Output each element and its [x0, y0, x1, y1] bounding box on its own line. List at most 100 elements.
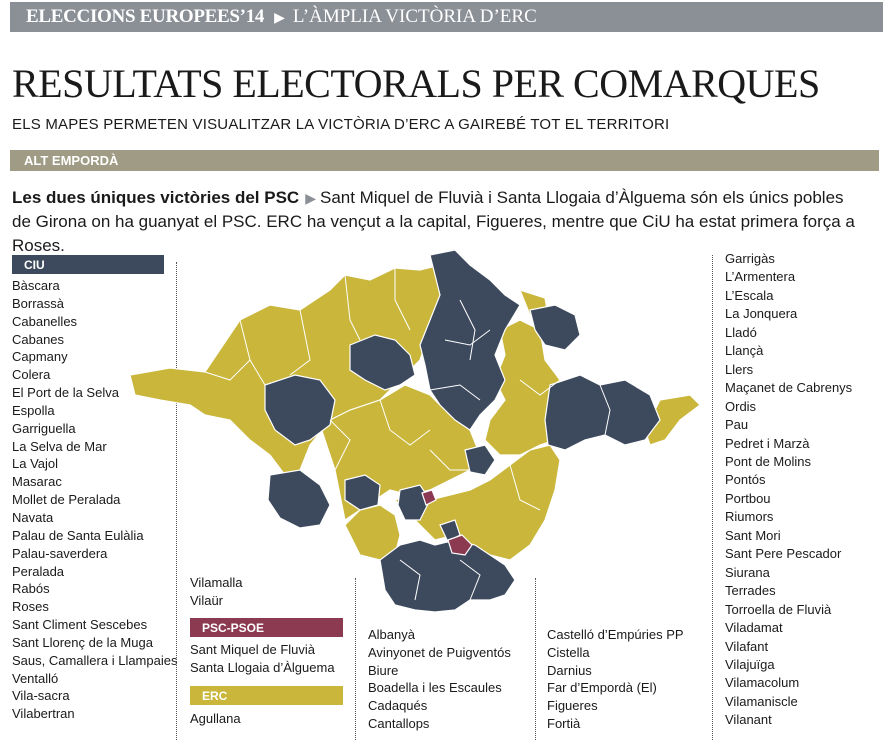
municipality-item: Navata [12, 509, 54, 525]
municipality-item: Torroella de Fluvià [725, 601, 832, 617]
municipality-shape-ciu [439, 519, 461, 543]
municipality-item: Maçanet de Cabrenys [725, 380, 853, 396]
municipality-item: La Jonquera [725, 306, 798, 322]
municipality-boundary [289, 309, 311, 376]
municipality-item: Vilaür [190, 592, 224, 608]
municipality-item: Saus, Camallera i Llampaies [12, 652, 178, 668]
municipality-item: Santa Llogaia d’Àlguema [190, 659, 335, 675]
municipality-item: Pont de Molins [725, 453, 811, 469]
municipality-item: L’Escala [725, 287, 774, 303]
municipality-shape-ciu [419, 249, 521, 431]
ciu-label: CIU [24, 257, 45, 272]
erc-municipality-list-col3: Albanyà Avinyonet de Puigventós Biure Boade… [368, 626, 511, 733]
municipality-shape-ciu [529, 304, 581, 351]
psc-label-bar: PSC-PSOE [190, 618, 343, 637]
municipality-item: El Port de la Selva [12, 385, 119, 401]
municipality-item: Fortià [547, 715, 581, 731]
municipality-item: Llers [725, 361, 754, 377]
municipality-item: Borrassà [12, 295, 65, 311]
municipality-item: Riumors [725, 509, 774, 525]
municipality-item: Garriguella [12, 420, 76, 436]
municipality-item: Sant Mori [725, 527, 781, 543]
municipality-shape-psc [447, 534, 473, 556]
municipality-item: Cabanes [12, 331, 65, 347]
municipality-shape-ciu [349, 334, 416, 391]
lede-lead: Les dues úniques victòries del PSC [12, 188, 300, 207]
municipality-item: Roses [12, 599, 49, 615]
municipality-item: Vilafant [725, 638, 769, 654]
municipality-shape-ciu [379, 539, 516, 613]
municipality-item: Colera [12, 367, 51, 383]
municipality-item: Portbou [725, 490, 771, 506]
municipality-item: Capmany [12, 349, 68, 365]
municipality-item: Siurana [725, 564, 770, 580]
municipality-item: Cabanelles [12, 313, 78, 329]
lede-paragraph: Les dues úniques victòries del PSC ▶ Sant … [12, 186, 862, 258]
section-header-bar: ELECCIONS EUROPEES’14 ▶ L’ÀMPLIA VICTÒRI… [10, 2, 883, 32]
municipality-boundary [599, 384, 611, 436]
municipality-item: Albanyà [368, 627, 415, 642]
municipality-item: Bàscara [12, 278, 60, 293]
municipality-boundary [429, 384, 481, 401]
municipality-item: Pontós [725, 472, 766, 488]
play-arrow-icon: ▶ [305, 190, 316, 206]
municipality-item: Llançà [725, 343, 764, 359]
municipality-item: Vila-sacra [12, 688, 70, 704]
municipality-item: Mollet de Peralada [12, 492, 121, 508]
municipality-item: Palau-saverdera [12, 545, 108, 561]
column-divider [355, 578, 356, 740]
municipality-item: Castelló d’Empúries PP [547, 627, 684, 642]
municipality-item: L’Armentera [725, 269, 796, 285]
municipality-shape-ciu [267, 469, 331, 529]
municipality-item: La Vajol [12, 456, 59, 472]
municipality-item: Biure [368, 662, 399, 678]
municipality-item: Boadella i les Escaules [368, 680, 502, 696]
municipality-shape-ciu [464, 444, 496, 476]
municipality-item: Viladamat [725, 620, 783, 636]
municipality-item: Cadaqués [368, 698, 428, 714]
alt-emporda-map [129, 249, 701, 613]
municipality-item: Vilamacolum [725, 675, 800, 691]
municipality-boundary [394, 268, 411, 331]
municipality-item: Darnius [547, 662, 592, 678]
municipality-boundary [519, 379, 561, 396]
municipality-item: Peralada [12, 563, 65, 579]
municipality-item: Cantallops [368, 715, 430, 731]
municipality-item: Terrades [725, 583, 776, 599]
page-title: RESULTATS ELECTORALS PER COMARQUES [12, 61, 820, 106]
municipality-boundary [379, 399, 431, 446]
erc-municipality-list-col4: Castelló d’Empúries PP Cistella Darnius Far… [547, 626, 684, 733]
section-subtitle: L’ÀMPLIA VICTÒRIA D’ERC [292, 6, 537, 27]
erc-municipality-list-col5: Garrigàs L’Armentera L’Escala La Jonquera Ll… [725, 250, 852, 730]
municipality-item: Pedret i Marzà [725, 435, 810, 451]
municipality-item: Vilamaniscle [725, 693, 798, 709]
municipality-shape-ciu [264, 374, 336, 446]
municipality-shape-ciu [344, 474, 381, 511]
ciu-label-bar: CIU [12, 255, 164, 274]
municipality-boundary [429, 449, 470, 471]
municipality-item: Vilabertran [12, 706, 75, 722]
municipality-boundary [204, 359, 251, 381]
municipality-item: Vilamalla [190, 575, 243, 590]
psc-municipality-list: Sant Miquel de Fluvià Santa Llogaia d’Àlg… [190, 641, 335, 676]
erc-label-bar: ERC [190, 686, 343, 705]
psc-label: PSC-PSOE [202, 620, 265, 635]
municipality-item: Sant Miquel de Fluvià [190, 642, 316, 657]
municipality-shape-ciu [544, 374, 661, 451]
municipality-item: Avinyonet de Puigventós [368, 644, 511, 660]
municipality-item: Garrigàs [725, 251, 775, 266]
municipality-item: Lladó [725, 324, 757, 340]
municipality-boundary [444, 329, 491, 346]
municipality-item: Far d’Empordà (El) [547, 680, 657, 696]
lede-text: Sant Miquel de Fluvià i Santa Llogaia d’… [12, 188, 855, 255]
municipality-item: Pau [725, 417, 749, 433]
municipality-boundary [509, 464, 541, 511]
municipality-item: Vilajuïga [725, 656, 775, 672]
municipality-item: La Selva de Mar [12, 438, 107, 454]
municipality-boundary [459, 299, 476, 361]
region-bar: ALT EMPORDÀ [10, 150, 879, 171]
erc-label: ERC [202, 688, 228, 703]
municipality-boundary [399, 559, 421, 601]
play-arrow-icon: ▶ [274, 8, 285, 25]
municipality-item: Vilanant [725, 712, 772, 728]
